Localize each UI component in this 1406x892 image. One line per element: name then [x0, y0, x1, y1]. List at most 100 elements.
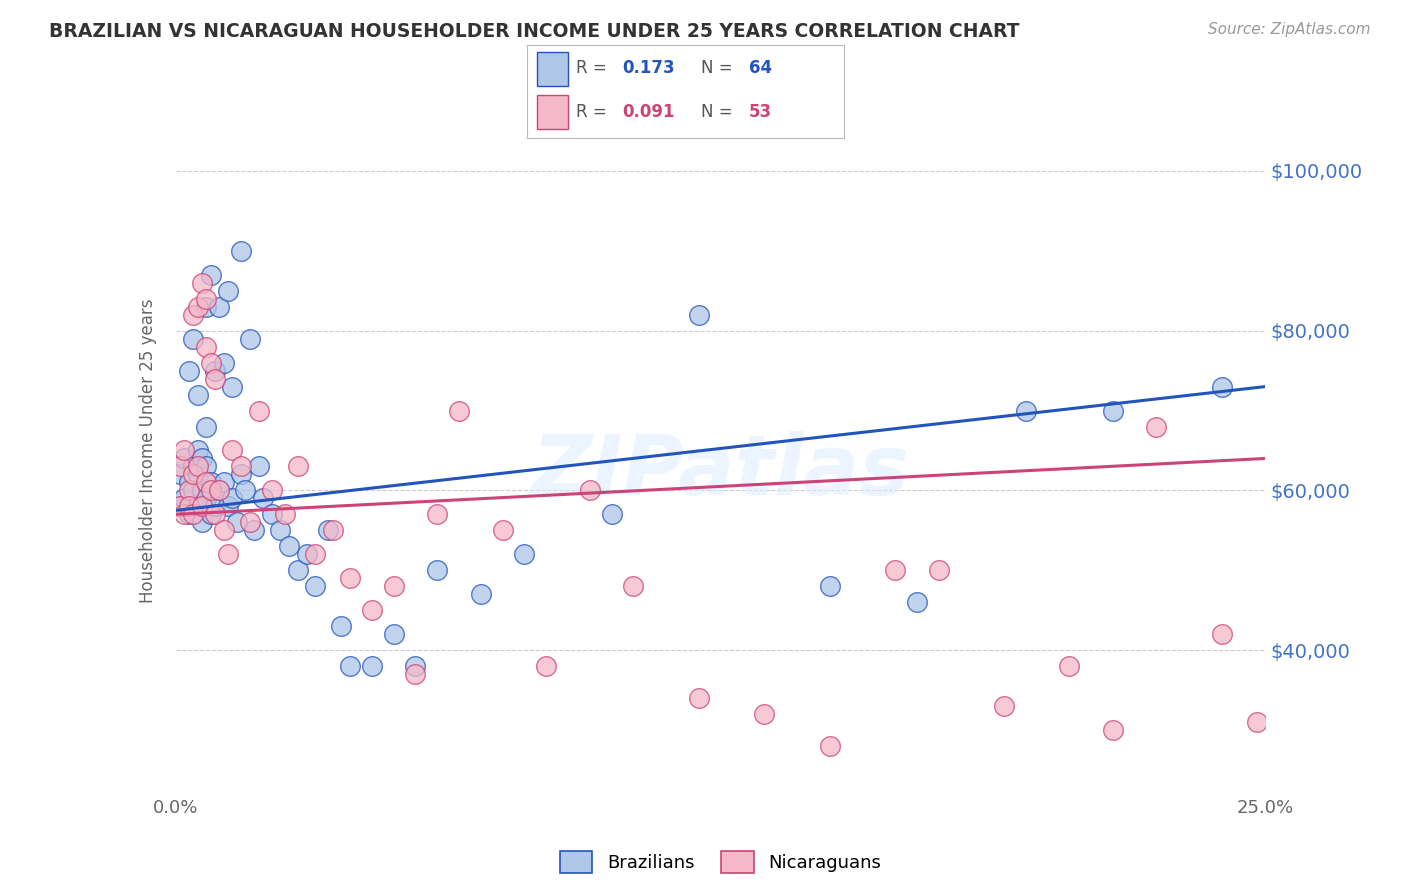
Point: [1102, 723, 1125, 737]
Point: [169, 467, 191, 482]
Point: [200, 508, 222, 522]
Point: [278, 539, 301, 553]
Point: [382, 627, 405, 641]
Point: [204, 371, 226, 385]
Point: [287, 563, 309, 577]
Point: [169, 500, 191, 514]
Point: [1144, 419, 1167, 434]
Text: 0.173: 0.173: [621, 60, 675, 78]
Point: [186, 500, 209, 514]
Point: [181, 508, 204, 522]
Point: [181, 308, 204, 322]
Point: [173, 491, 195, 506]
Point: [905, 595, 928, 609]
Point: [221, 443, 243, 458]
Point: [360, 603, 382, 617]
Point: [247, 403, 270, 417]
Point: [426, 508, 449, 522]
Point: [688, 691, 710, 706]
Point: [177, 363, 200, 377]
Point: [195, 475, 218, 490]
Point: [579, 483, 602, 498]
Point: [186, 300, 209, 314]
Point: [231, 244, 253, 258]
Point: [200, 483, 222, 498]
Point: [212, 356, 235, 370]
Point: [754, 706, 776, 721]
Text: BRAZILIAN VS NICARAGUAN HOUSEHOLDER INCOME UNDER 25 YEARS CORRELATION CHART: BRAZILIAN VS NICARAGUAN HOUSEHOLDER INCO…: [49, 22, 1019, 41]
Text: ZIPatlas: ZIPatlas: [531, 431, 910, 512]
Point: [181, 483, 204, 498]
Point: [200, 475, 222, 490]
Point: [260, 508, 283, 522]
Point: [928, 563, 950, 577]
Point: [195, 419, 218, 434]
Point: [470, 587, 492, 601]
Point: [173, 451, 195, 466]
Point: [304, 547, 326, 561]
Point: [191, 276, 214, 290]
Point: [212, 475, 235, 490]
Point: [235, 483, 257, 498]
Point: [621, 579, 644, 593]
Point: [295, 547, 318, 561]
Text: R =: R =: [576, 103, 612, 120]
Bar: [537, 95, 568, 129]
Point: [304, 579, 326, 593]
Point: [330, 619, 353, 633]
Point: [339, 659, 361, 673]
Point: [382, 579, 405, 593]
Point: [287, 459, 309, 474]
Point: [818, 739, 841, 753]
Point: [1211, 627, 1233, 641]
Point: [191, 483, 214, 498]
Point: [208, 300, 231, 314]
Y-axis label: Householder Income Under 25 years: Householder Income Under 25 years: [139, 298, 157, 603]
Point: [269, 524, 291, 538]
Text: 64: 64: [748, 60, 772, 78]
Point: [426, 563, 449, 577]
Point: [884, 563, 907, 577]
Point: [243, 524, 266, 538]
Point: [195, 292, 218, 306]
Point: [204, 508, 226, 522]
Point: [447, 403, 470, 417]
Point: [195, 340, 218, 354]
Point: [195, 491, 218, 506]
Point: [200, 268, 222, 282]
Text: N =: N =: [702, 103, 738, 120]
Point: [204, 363, 226, 377]
Point: [1211, 379, 1233, 393]
Point: [186, 387, 209, 401]
Point: [177, 483, 200, 498]
Point: [322, 524, 344, 538]
Point: [318, 524, 340, 538]
Point: [534, 659, 557, 673]
Point: [231, 459, 253, 474]
Text: N =: N =: [702, 60, 738, 78]
Point: [173, 443, 195, 458]
Point: [181, 467, 204, 482]
Point: [405, 659, 427, 673]
Point: [208, 483, 231, 498]
Point: [204, 500, 226, 514]
Point: [181, 459, 204, 474]
Point: [212, 524, 235, 538]
Point: [1015, 403, 1038, 417]
Point: [239, 516, 262, 530]
Point: [217, 547, 239, 561]
Text: Source: ZipAtlas.com: Source: ZipAtlas.com: [1208, 22, 1371, 37]
Point: [177, 475, 200, 490]
Point: [274, 508, 297, 522]
Point: [993, 699, 1015, 714]
Point: [181, 332, 204, 346]
Point: [191, 500, 214, 514]
Point: [169, 459, 191, 474]
Bar: [537, 52, 568, 86]
Point: [600, 508, 623, 522]
Point: [186, 459, 209, 474]
Point: [208, 483, 231, 498]
Text: 53: 53: [748, 103, 772, 120]
Point: [186, 443, 209, 458]
Point: [231, 467, 253, 482]
